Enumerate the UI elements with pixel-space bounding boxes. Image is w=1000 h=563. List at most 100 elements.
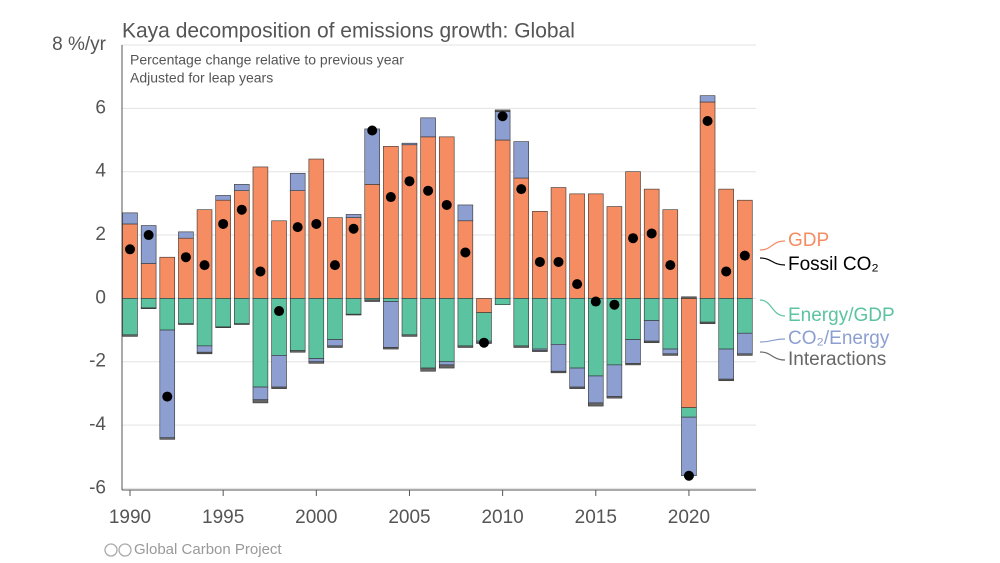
- dot: [199, 260, 210, 271]
- bar-segment: [513, 177, 530, 299]
- bar-segment: [550, 187, 567, 299]
- bar-segment: [699, 95, 716, 103]
- bar-segment: [178, 298, 194, 325]
- bar-segment: [215, 298, 231, 328]
- bar-segment: [438, 361, 455, 366]
- y-tick-label: 8 %/yr: [52, 34, 107, 55]
- y-tick-label: 2: [95, 224, 106, 245]
- bar-segment: [289, 298, 306, 351]
- bar-segment: [196, 209, 213, 299]
- bar-segment: [606, 206, 623, 299]
- dot: [162, 391, 173, 402]
- dot: [553, 256, 564, 267]
- chart-title: Kaya decomposition of emissions growth: …: [122, 20, 575, 43]
- bar-segment: [159, 437, 176, 440]
- bar-segment: [718, 348, 734, 380]
- legend-label: GDP: [788, 230, 829, 251]
- y-tick-label: -2: [89, 351, 106, 372]
- bar-segment: [308, 358, 325, 363]
- legend-label: Fossil CO₂: [788, 254, 879, 275]
- bar-segment: [140, 298, 157, 309]
- bar-segment: [532, 298, 548, 350]
- dot: [348, 223, 359, 234]
- bar-segment: [643, 320, 660, 342]
- bar-segment: [252, 386, 269, 401]
- bar-segment: [737, 199, 753, 299]
- x-tick-label: 2020: [668, 507, 710, 528]
- x-tick-label: 2000: [295, 507, 337, 528]
- bar-segment: [420, 136, 436, 299]
- legend-connector: [759, 240, 786, 251]
- dot: [609, 299, 620, 310]
- bar-segment: [289, 172, 306, 191]
- legend-connector: [759, 338, 786, 343]
- bar-segment: [662, 209, 679, 299]
- bar-segment: [383, 146, 399, 299]
- legend-label: Interactions: [788, 349, 886, 370]
- dot: [143, 230, 154, 241]
- bar-segment: [457, 220, 474, 299]
- legend-label: Energy/GDP: [788, 305, 895, 326]
- bar-segment: [569, 367, 585, 388]
- bar-segment: [643, 298, 660, 321]
- source: Global Carbon Project: [134, 541, 282, 558]
- dot: [572, 279, 583, 290]
- bar-segment: [196, 351, 213, 355]
- bar-segment: [234, 298, 250, 325]
- bar-segment: [159, 298, 176, 331]
- bar-segment: [271, 355, 287, 388]
- bar-segment: [457, 298, 474, 347]
- bar-segment: [345, 313, 362, 316]
- bar-segment: [718, 188, 734, 299]
- bar-segment: [438, 136, 455, 299]
- bar-segment: [122, 334, 138, 337]
- bar-segment: [569, 298, 585, 369]
- bar-segment: [532, 350, 548, 352]
- bar-segment: [159, 256, 176, 299]
- bar-segment: [401, 334, 418, 337]
- dot: [441, 199, 452, 210]
- dot: [404, 176, 415, 187]
- bar-segment: [643, 188, 660, 299]
- bar-segment: [308, 298, 325, 359]
- dot: [311, 218, 322, 229]
- dot: [702, 116, 713, 127]
- bar-segment: [606, 396, 623, 399]
- bar-segment: [681, 407, 697, 418]
- y-tick-label: -4: [89, 414, 106, 435]
- bar-segment: [588, 298, 604, 377]
- bar-segment: [476, 312, 492, 342]
- dot: [497, 111, 508, 122]
- bar-segment: [718, 378, 734, 382]
- bar-segment: [401, 142, 418, 146]
- bar-segment: [327, 339, 343, 347]
- dot: [125, 244, 136, 255]
- dot: [292, 222, 303, 233]
- bar-segment: [327, 217, 343, 299]
- bar-segment: [420, 367, 436, 372]
- dot: [367, 125, 378, 136]
- y-tick-label: 0: [95, 287, 106, 308]
- bar-segment: [215, 195, 231, 201]
- bar-segment: [662, 353, 679, 356]
- y-tick-label: 6: [95, 97, 106, 118]
- y-tick-label: -6: [89, 477, 106, 498]
- x-tick-label: 2015: [575, 507, 617, 528]
- legend-connector: [759, 351, 786, 361]
- bar-segment: [550, 298, 567, 345]
- dot: [255, 266, 266, 277]
- dot: [329, 260, 340, 271]
- bar-segment: [383, 347, 399, 350]
- bar-segment: [345, 298, 362, 315]
- dot: [628, 233, 639, 244]
- bar-segment: [588, 193, 604, 299]
- dot: [646, 228, 657, 239]
- bar-segment: [234, 323, 250, 325]
- bar-segment: [364, 128, 380, 185]
- dot: [218, 218, 229, 229]
- dot: [739, 250, 750, 261]
- bar-segment: [699, 101, 716, 299]
- bar-segment: [699, 298, 716, 323]
- bar-segment: [178, 323, 194, 325]
